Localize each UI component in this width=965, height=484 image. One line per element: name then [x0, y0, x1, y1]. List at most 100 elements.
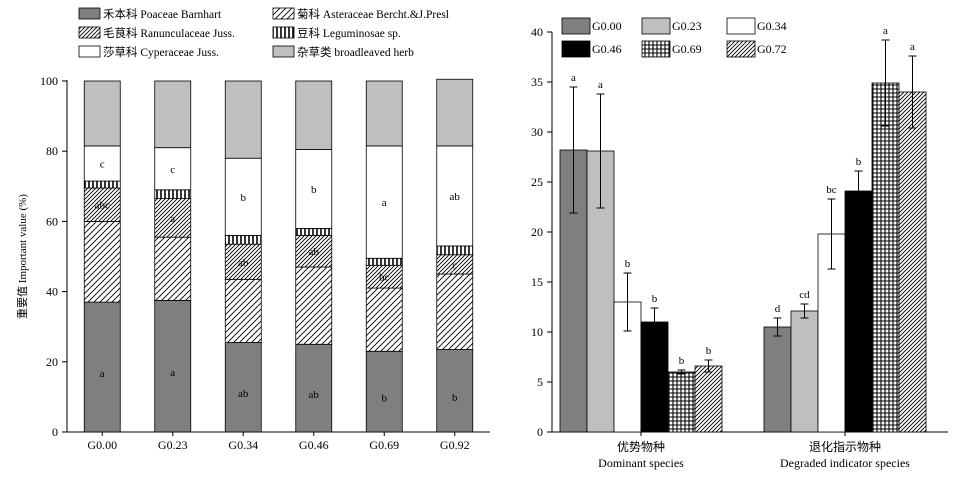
significance-letter: a: [571, 72, 576, 84]
legend-label: 菊科 Asteraceae Bercht.&J.Presl: [297, 7, 449, 21]
bar-segment: [365, 145, 403, 259]
significance-letter: c: [452, 259, 457, 271]
y-tick-label: 20: [531, 225, 543, 239]
x-tick-label: G0.46: [299, 438, 329, 452]
bar-segment: [436, 145, 474, 247]
y-tick-label: 10: [531, 325, 543, 339]
bar: [790, 310, 819, 433]
significance-letter: bc: [379, 272, 390, 284]
bar: [844, 190, 873, 433]
legend-label: 禾本科 Poaceae Barnhart: [103, 7, 222, 21]
bar: [871, 82, 900, 433]
bar-segment: [154, 299, 192, 433]
significance-letter: b: [679, 355, 685, 367]
legend-label: 豆科 Leguminosae sp.: [297, 26, 401, 40]
bar-segment: [154, 189, 192, 199]
significance-letter: b: [652, 293, 658, 305]
y-tick-label: 35: [531, 75, 543, 89]
legend-swatch: [561, 17, 591, 35]
bar-segment: [436, 78, 474, 147]
y-tick-label: 80: [46, 144, 58, 158]
bar-segment: [436, 245, 474, 256]
significance-letter: ab: [309, 246, 320, 258]
x-tick-label: G0.00: [87, 438, 117, 452]
significance-letter: a: [170, 213, 175, 225]
y-axis-label: 重要值 Important value (%): [15, 194, 29, 319]
legend-swatch: [272, 7, 295, 20]
significance-letter: b: [452, 392, 458, 404]
significance-letter: ab: [238, 388, 249, 400]
bar: [694, 365, 723, 433]
legend-swatch: [726, 17, 756, 35]
legend-swatch: [726, 40, 756, 58]
significance-letter: b: [382, 393, 388, 405]
bar-segment: [295, 228, 333, 236]
y-tick-label: 20: [46, 355, 58, 369]
legend-label: G0.72: [757, 42, 787, 56]
bar-segment: [83, 145, 121, 182]
significance-letter: b: [856, 156, 862, 168]
bar-segment: [436, 273, 474, 350]
bar-segment: [83, 80, 121, 147]
x-tick-label: G0.34: [228, 438, 258, 452]
bar: [898, 91, 927, 433]
stacked-bar-chart: 0 20 40 60 80 100 重要值 Important value (%) G0.00…: [15, 7, 490, 452]
bar-segment: [224, 157, 262, 236]
x-category-label-en: Dominant species: [598, 456, 684, 470]
bar: [763, 326, 792, 433]
bar-segment: [224, 278, 262, 343]
significance-letter: b: [241, 192, 247, 204]
significance-letter: a: [100, 368, 105, 380]
bar-segment: [365, 287, 403, 352]
bar-segment: [224, 235, 262, 245]
legend-label: G0.46: [592, 42, 622, 56]
significance-letter: b: [625, 258, 631, 270]
bar: [640, 321, 669, 433]
legend-label: G0.23: [672, 19, 702, 33]
significance-letter: a: [883, 25, 888, 37]
significance-letter: a: [598, 79, 603, 91]
bar-segment: [83, 180, 121, 189]
significance-letter: b: [706, 345, 712, 357]
legend-label: G0.34: [757, 19, 787, 33]
y-tick-label: 100: [40, 74, 58, 88]
bar-segment: [365, 257, 403, 266]
bar-segment: [154, 236, 192, 301]
significance-letter: ab: [238, 257, 249, 269]
bar-segment: [295, 80, 333, 150]
significance-letter: ab: [309, 389, 320, 401]
y-tick-label: 40: [531, 25, 543, 39]
bar-segment: [365, 350, 403, 433]
legend-label: 杂草类 broadleaved herb: [297, 45, 414, 59]
bar-segment: [224, 80, 262, 159]
x-category-label-zh: 退化指示物种: [809, 439, 881, 454]
legend-swatch: [78, 45, 101, 58]
legend-swatch: [641, 40, 671, 58]
significance-letter: c: [100, 158, 105, 170]
y-tick-label: 25: [531, 175, 543, 189]
significance-letter: b: [311, 184, 317, 196]
significance-letter: bc: [826, 184, 837, 196]
legend-label: G0.00: [592, 19, 622, 33]
bar-segment: [83, 187, 121, 222]
y-tick-label: 5: [537, 375, 543, 389]
bar-segment: [436, 349, 474, 433]
legend-swatch: [272, 45, 295, 58]
bar: [667, 371, 696, 433]
legend-label: G0.69: [672, 42, 702, 56]
significance-letter: a: [170, 367, 175, 379]
bar-segment: [154, 80, 192, 149]
bar-segment: [295, 149, 333, 229]
significance-letter: abc: [95, 200, 110, 212]
significance-letter: a: [382, 197, 387, 209]
y-tick-label: 60: [46, 214, 58, 228]
legend-label: 毛茛科 Ranunculaceae Juss.: [103, 26, 235, 40]
legend-label: 莎草科 Cyperaceae Juss.: [103, 45, 219, 59]
x-tick-label: G0.23: [158, 438, 188, 452]
legend-swatch: [78, 26, 101, 39]
significance-letter: c: [170, 164, 175, 176]
x-category-label-zh: 优势物种: [617, 440, 665, 454]
bar-segment: [224, 342, 262, 433]
y-tick-label: 15: [531, 275, 543, 289]
